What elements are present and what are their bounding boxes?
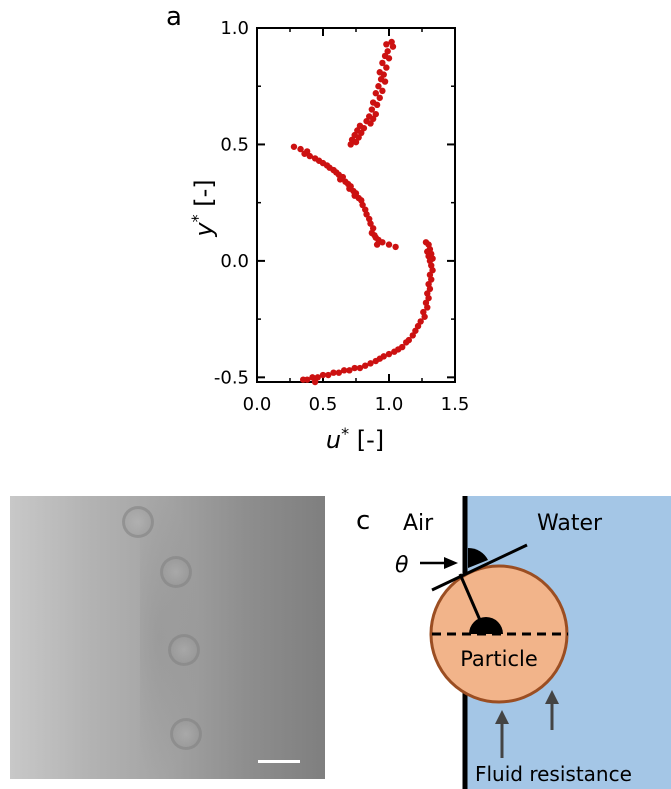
data-point bbox=[417, 318, 424, 325]
data-point bbox=[391, 348, 398, 355]
theta-symbol: θ bbox=[395, 553, 409, 578]
x-tick-label: 1.5 bbox=[441, 394, 470, 415]
tangent-line bbox=[431, 543, 528, 592]
data-point bbox=[297, 145, 304, 153]
data-point bbox=[383, 64, 390, 71]
air-label: Air bbox=[403, 511, 434, 536]
data-point bbox=[306, 152, 313, 160]
data-point bbox=[373, 101, 381, 109]
x-tick-label: 0.0 bbox=[243, 394, 272, 415]
data-point bbox=[428, 276, 435, 283]
y-axis-label: y* [-] bbox=[188, 179, 218, 237]
data-point bbox=[412, 327, 419, 334]
particle-image bbox=[160, 556, 192, 588]
panel-label-c: c bbox=[356, 506, 371, 536]
data-point bbox=[426, 285, 434, 293]
data-point bbox=[369, 115, 377, 123]
data-point bbox=[384, 48, 391, 55]
particle-image bbox=[122, 506, 154, 538]
data-point bbox=[409, 332, 416, 339]
angle-arc-upper bbox=[468, 547, 488, 568]
scale-bar bbox=[258, 760, 300, 763]
particle-image bbox=[170, 718, 202, 750]
data-point bbox=[425, 294, 432, 302]
data-point bbox=[351, 364, 358, 372]
y-tick-label: -0.5 bbox=[214, 367, 249, 388]
particle-label: Particle bbox=[460, 647, 538, 671]
data-point bbox=[380, 71, 387, 78]
data-point bbox=[359, 201, 366, 209]
data-point bbox=[375, 83, 382, 90]
scatter-chart: 0.0 0.5 1.0 1.5 -0.5 0.0 0.5 1.0 y* [-] u* [-] bbox=[188, 18, 469, 454]
data-point bbox=[383, 41, 390, 48]
data-point bbox=[358, 129, 365, 137]
data-point bbox=[319, 371, 327, 379]
data-point bbox=[372, 357, 379, 365]
data-point bbox=[424, 304, 431, 311]
data-point bbox=[379, 87, 386, 95]
data-point bbox=[372, 90, 379, 97]
y-tick-label: 0.0 bbox=[220, 251, 249, 272]
water-label: Water bbox=[537, 511, 603, 536]
data-point bbox=[379, 239, 386, 246]
data-point bbox=[367, 120, 374, 127]
data-point bbox=[385, 55, 393, 62]
angle-arc-lower bbox=[469, 617, 503, 634]
data-point bbox=[346, 367, 353, 374]
svg-text:u* [-]: u* [-] bbox=[326, 424, 384, 454]
data-point bbox=[347, 141, 354, 148]
data-point bbox=[373, 241, 381, 248]
y-tick-label: 0.5 bbox=[220, 134, 249, 155]
radius-line bbox=[458, 573, 488, 635]
data-point bbox=[290, 143, 298, 150]
data-point bbox=[356, 364, 364, 372]
theta-arrowhead bbox=[444, 557, 458, 569]
data-point bbox=[376, 94, 383, 102]
fluid-resistance-label: Fluid resistance bbox=[475, 762, 632, 786]
data-point bbox=[363, 211, 370, 218]
data-point bbox=[381, 78, 389, 85]
data-point bbox=[330, 369, 337, 376]
data-point bbox=[362, 362, 369, 369]
data-point bbox=[367, 360, 374, 367]
data-point bbox=[311, 378, 319, 386]
data-point bbox=[421, 313, 428, 320]
data-points bbox=[290, 38, 436, 386]
x-axis-label: u* [-] bbox=[326, 424, 384, 454]
data-point bbox=[325, 371, 332, 379]
data-point bbox=[392, 243, 399, 251]
svg-text:y* [-]: y* [-] bbox=[188, 179, 218, 237]
data-point bbox=[301, 150, 308, 157]
data-point bbox=[336, 176, 344, 183]
data-point bbox=[314, 374, 321, 381]
data-point bbox=[402, 339, 410, 346]
axis-ticks: 0.0 0.5 1.0 1.5 -0.5 0.0 0.5 1.0 bbox=[214, 18, 469, 415]
micrograph-image bbox=[10, 496, 325, 779]
data-point bbox=[379, 59, 386, 67]
data-point bbox=[429, 267, 436, 274]
data-point bbox=[389, 43, 397, 50]
x-tick-label: 1.0 bbox=[375, 394, 404, 415]
data-point bbox=[352, 138, 360, 146]
data-point bbox=[335, 369, 343, 376]
panel-label-a: a bbox=[166, 2, 182, 32]
data-point bbox=[385, 350, 393, 358]
data-point bbox=[367, 220, 374, 227]
data-point bbox=[355, 134, 362, 141]
data-point bbox=[414, 322, 422, 330]
data-point bbox=[309, 374, 316, 381]
data-point bbox=[372, 110, 379, 118]
particle-image bbox=[168, 634, 200, 666]
resistance-arrowhead-right bbox=[545, 690, 559, 704]
data-point bbox=[368, 106, 376, 113]
data-point bbox=[340, 367, 348, 374]
data-point bbox=[360, 124, 368, 132]
x-tick-label: 0.5 bbox=[309, 394, 338, 415]
y-tick-label: 1.0 bbox=[220, 18, 249, 39]
resistance-arrowhead-left bbox=[495, 710, 509, 724]
data-point bbox=[300, 376, 307, 383]
data-point bbox=[385, 241, 393, 248]
